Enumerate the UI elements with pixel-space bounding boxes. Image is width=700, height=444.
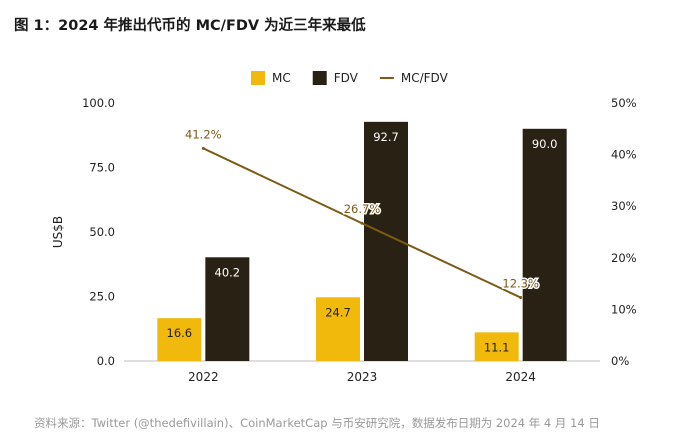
x-tick-label: 2022 bbox=[188, 370, 219, 384]
bar-label-mc: 16.6 bbox=[167, 326, 193, 340]
bar-label-fdv: 40.2 bbox=[215, 265, 241, 279]
bar-label-mc: 11.1 bbox=[484, 340, 510, 354]
mc-fdv-line bbox=[201, 146, 523, 300]
x-axis: 2022 2023 2024 bbox=[124, 360, 600, 384]
legend-label: MC/FDV bbox=[401, 71, 449, 85]
bar-label-mc: 24.7 bbox=[325, 305, 351, 319]
x-tick-label: 2024 bbox=[505, 370, 536, 384]
line-label: 26.7% bbox=[344, 202, 381, 216]
line-point bbox=[360, 221, 364, 225]
bar-label-fdv: 92.7 bbox=[373, 130, 399, 144]
line-label: 12.3% bbox=[502, 277, 539, 291]
bar-label-fdv: 90.0 bbox=[532, 137, 558, 151]
legend-label: FDV bbox=[334, 71, 359, 85]
y2-tick-label: 30% bbox=[611, 199, 637, 213]
y-tick-label: 50.0 bbox=[89, 225, 115, 239]
bar-mc bbox=[157, 318, 202, 361]
bar-mc bbox=[474, 332, 519, 361]
line-label: 41.2% bbox=[185, 127, 222, 141]
bar-mc bbox=[316, 297, 360, 361]
y-tick-label: 75.0 bbox=[89, 161, 115, 175]
y-axis-left: 0.0 25.0 50.0 75.0 100.0 US$B bbox=[51, 96, 115, 368]
y-tick-label: 25.0 bbox=[89, 290, 115, 304]
y-axis-title: US$B bbox=[51, 216, 65, 248]
y-axis-right: 0% 10% 20% 30% 40% 50% bbox=[611, 96, 637, 368]
y2-tick-label: 40% bbox=[611, 148, 637, 162]
legend-swatch bbox=[312, 71, 327, 85]
y2-tick-label: 50% bbox=[611, 96, 637, 110]
y2-tick-label: 20% bbox=[611, 251, 637, 265]
bars bbox=[157, 121, 567, 361]
bar-fdv bbox=[522, 128, 567, 361]
x-tick-label: 2023 bbox=[347, 370, 378, 384]
source-note: 资料来源：Twitter (@thedefivillain)、CoinMarke… bbox=[34, 416, 600, 430]
chart-legend: MC FDV MC/FDV bbox=[251, 71, 449, 85]
y-tick-label: 100.0 bbox=[82, 96, 115, 110]
figure-title: 图 1：2024 年推出代币的 MC/FDV 为近三年来最低 bbox=[14, 18, 366, 34]
legend-label: MC bbox=[272, 71, 291, 85]
data-labels: 16.6 40.2 24.7 92.7 11.1 90.0 41.2% 26.7% 12.3% bbox=[167, 126, 558, 354]
line-point bbox=[201, 146, 205, 150]
y2-tick-label: 0% bbox=[611, 354, 629, 368]
line-point bbox=[519, 296, 523, 300]
y-tick-label: 0.0 bbox=[97, 354, 115, 368]
legend-swatch bbox=[251, 71, 265, 85]
bar-fdv bbox=[205, 257, 250, 361]
y2-tick-label: 10% bbox=[611, 302, 637, 316]
